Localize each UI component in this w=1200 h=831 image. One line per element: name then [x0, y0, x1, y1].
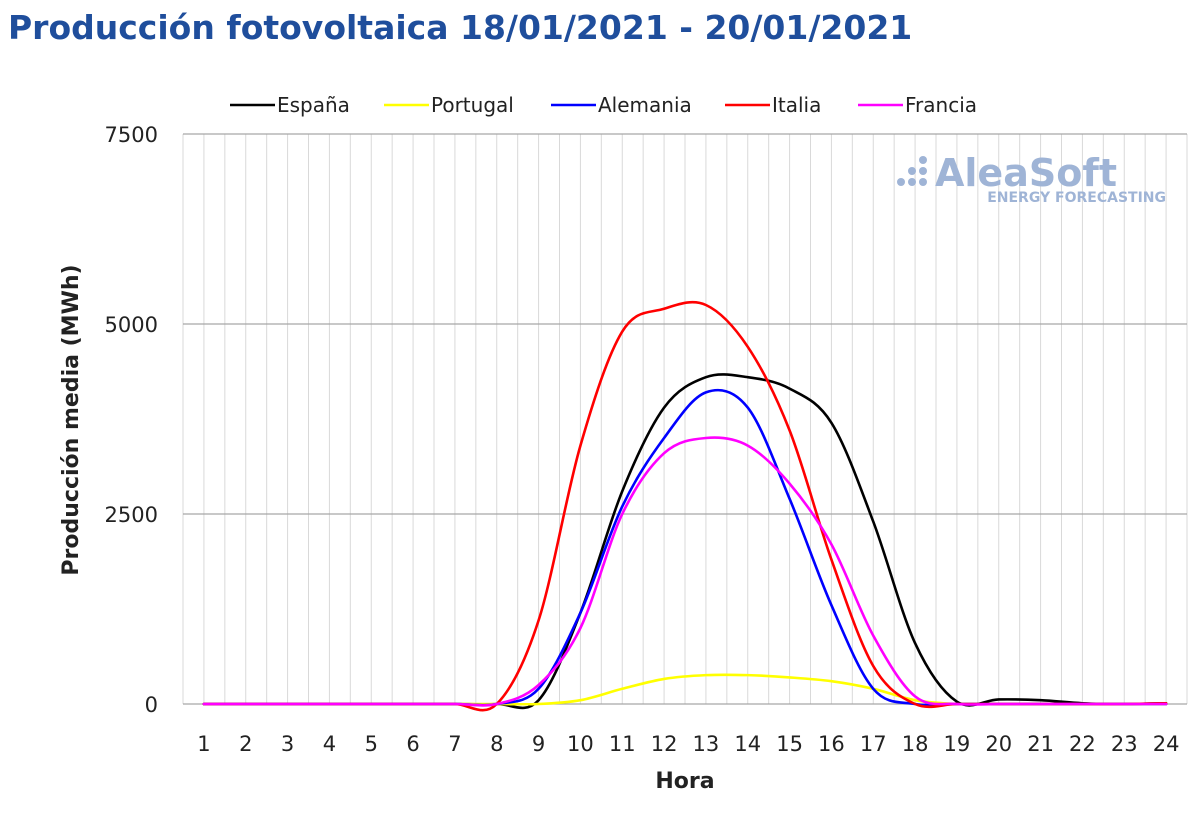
x-tick-label: 2 — [239, 732, 252, 756]
logo-dot — [897, 178, 905, 186]
legend-label-portugal: Portugal — [431, 93, 514, 117]
x-tick-label: 15 — [776, 732, 803, 756]
x-tick-label: 19 — [944, 732, 971, 756]
y-tick-label: 5000 — [105, 313, 158, 337]
y-axis-ticks: 0 2500 5000 7500 — [105, 123, 158, 717]
x-tick-label: 13 — [693, 732, 720, 756]
logo-dot — [919, 156, 927, 164]
grid-lines — [182, 133, 1188, 705]
y-tick-label: 0 — [145, 693, 158, 717]
series-lines — [202, 300, 1168, 712]
x-tick-label: 1 — [197, 732, 210, 756]
legend-label-espana: España — [277, 93, 350, 117]
legend-label-italia: Italia — [772, 93, 821, 117]
logo-dot — [908, 178, 916, 186]
chart-title: Producción fotovoltaica 18/01/2021 - 20/… — [8, 8, 913, 47]
y-axis-title: Producción media (MWh) — [59, 264, 84, 575]
x-tick-label: 10 — [567, 732, 594, 756]
x-tick-label: 18 — [902, 732, 929, 756]
x-tick-label: 11 — [609, 732, 636, 756]
x-tick-label: 8 — [490, 732, 503, 756]
y-tick-label: 2500 — [105, 503, 158, 527]
x-tick-label: 5 — [365, 732, 378, 756]
logo-dot — [919, 178, 927, 186]
x-tick-label: 21 — [1027, 732, 1054, 756]
legend: España Portugal Alemania Italia Francia — [230, 93, 977, 117]
x-axis-ticks: 1 2 3 4 5 6 7 8 9 10 11 12 13 14 15 16 17 18 19 20 21 22 23 24 — [197, 732, 1179, 756]
x-tick-label: 9 — [532, 732, 545, 756]
x-tick-label: 6 — [406, 732, 419, 756]
aleasoft-logo: AleaSoft ENERGY FORECASTING — [897, 151, 1166, 206]
y-tick-label: 7500 — [105, 123, 158, 147]
series-line-francia — [202, 436, 1168, 707]
logo-name: AleaSoft — [935, 151, 1117, 195]
x-tick-label: 23 — [1111, 732, 1138, 756]
x-tick-label: 24 — [1153, 732, 1180, 756]
logo-dot — [919, 167, 927, 175]
x-axis-title: Hora — [655, 769, 714, 794]
logo-dot — [908, 167, 916, 175]
legend-label-francia: Francia — [905, 93, 977, 117]
x-tick-label: 3 — [281, 732, 294, 756]
x-tick-label: 7 — [448, 732, 461, 756]
x-tick-label: 22 — [1069, 732, 1096, 756]
x-tick-label: 14 — [734, 732, 761, 756]
x-tick-label: 16 — [818, 732, 845, 756]
x-tick-label: 17 — [860, 732, 887, 756]
x-tick-label: 12 — [651, 732, 678, 756]
x-tick-label: 20 — [985, 732, 1012, 756]
x-tick-label: 4 — [323, 732, 336, 756]
logo-tagline: ENERGY FORECASTING — [987, 190, 1166, 206]
legend-label-alemania: Alemania — [598, 93, 692, 117]
